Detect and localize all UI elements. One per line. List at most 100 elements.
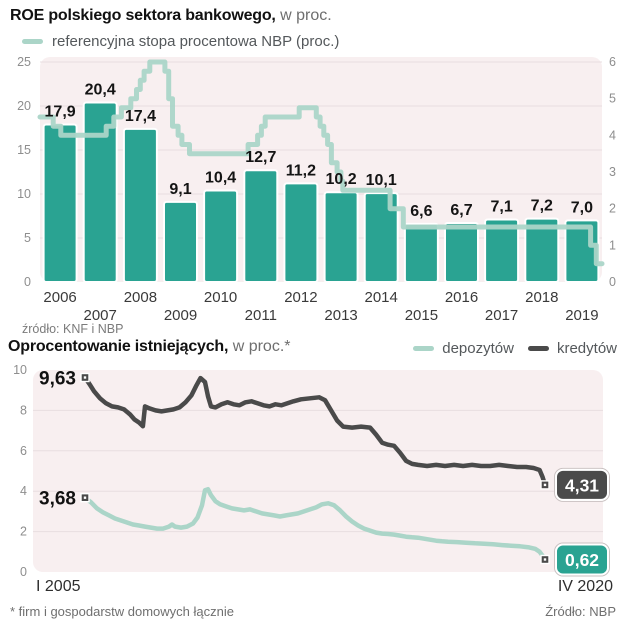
- year-label: 2018: [525, 289, 558, 306]
- year-label: 2019: [565, 307, 598, 322]
- plot-area: [33, 370, 603, 572]
- end-value-badge: [555, 468, 609, 501]
- roe-bar: [484, 218, 520, 283]
- y-axis-tick: 2: [20, 525, 27, 539]
- year-label: 2010: [204, 289, 237, 306]
- end-value-badge-text: 0,62: [565, 550, 599, 570]
- nbp-rate-legend-label: referencyjna stopa procentowa NBP (proc.…: [52, 33, 340, 50]
- roe-bar-value: 11,2: [286, 162, 316, 179]
- roe-bar: [524, 217, 560, 284]
- left-axis-tick: 5: [24, 231, 31, 245]
- roe-bar-value: 12,7: [245, 149, 276, 166]
- deposits-legend-dash-icon: [413, 346, 435, 351]
- roe-bar: [203, 189, 239, 283]
- top-chart-source: źródło: KNF i NBP: [22, 322, 124, 336]
- left-axis-tick: 0: [24, 275, 31, 289]
- roe-bar: [163, 200, 198, 283]
- roe-bar-value: 20,4: [85, 82, 116, 99]
- x-axis-start-label: I 2005: [36, 578, 81, 595]
- right-axis-tick: 0: [609, 275, 616, 289]
- roe-bar-value: 6,6: [410, 203, 432, 220]
- year-label: 2017: [485, 307, 518, 322]
- bottom-chart-title-bold: Oprocentowanie istniejących,: [8, 338, 229, 355]
- left-axis-tick: 25: [17, 55, 31, 69]
- right-axis-tick: 2: [609, 202, 616, 216]
- year-label: 2007: [84, 307, 117, 322]
- roe-bar: [403, 222, 439, 283]
- left-axis-tick: 15: [17, 143, 31, 157]
- y-axis-tick: 8: [20, 403, 27, 417]
- roe-chart-svg: 0 5 10 15 20 25 0 1 2 3 4 5 6 17,9 2006 20,4 2007 17,4 200…: [17, 55, 616, 324]
- top-chart-title-unit: w proc.: [275, 7, 332, 24]
- year-label: 2008: [124, 289, 157, 306]
- right-axis-tick: 5: [609, 92, 616, 106]
- end-value-badge-text: 4,31: [565, 475, 599, 495]
- roe-bar: [243, 169, 279, 283]
- bottom-chart-source: Źródło: NBP: [545, 604, 616, 619]
- roe-bar-value: 6,7: [450, 202, 472, 219]
- roe-bar: [42, 123, 78, 283]
- deposits-legend-label: depozytów: [442, 340, 514, 357]
- roe-bar-value: 10,2: [326, 171, 357, 188]
- point-marker-dot: [83, 376, 87, 379]
- y-axis-tick: 10: [13, 363, 27, 377]
- bottom-chart-legend: depozytów kredytów: [413, 340, 617, 357]
- y-axis-tick: 6: [20, 444, 27, 458]
- y-axis-tick: 4: [20, 484, 27, 498]
- roe-bar: [444, 222, 479, 283]
- kredytów-line: [82, 375, 548, 488]
- left-axis-tick: 20: [17, 99, 31, 113]
- bottom-chart-title-unit: w proc.*: [228, 338, 291, 355]
- nbp-rate-legend-dash-icon: [22, 39, 43, 44]
- roe-bar-value: 10,4: [205, 170, 236, 187]
- top-chart-title: ROE polskiego sektora bankowego, w proc.: [10, 7, 332, 25]
- top-chart-legend: referencyjna stopa procentowa NBP (proc.…: [22, 33, 339, 50]
- right-axis-tick: 1: [609, 238, 616, 252]
- year-label: 2014: [365, 289, 398, 306]
- series-start-value: 3,68: [39, 489, 76, 510]
- roe-bar: [363, 192, 399, 284]
- roe-bar-value: 7,0: [571, 199, 593, 216]
- roe-bar-value: 17,9: [45, 104, 76, 121]
- roe-bar: [82, 101, 118, 283]
- year-label: 2009: [164, 307, 197, 322]
- nbp-rate-line: [37, 59, 605, 267]
- right-axis-tick: 4: [609, 128, 616, 142]
- roe-bar-value: 9,1: [169, 181, 191, 198]
- credits-legend-dash-icon: [527, 346, 549, 351]
- roe-bar: [564, 219, 600, 283]
- end-value-badge-outline: [554, 467, 610, 502]
- y-axis-tick: 0: [20, 565, 27, 579]
- top-chart-title-bold: ROE polskiego sektora bankowego,: [10, 7, 276, 24]
- series-start-value: 9,63: [39, 369, 76, 390]
- roe-bar-value: 7,2: [531, 198, 553, 215]
- roe-bar-value: 10,1: [366, 172, 397, 189]
- point-marker-dot: [83, 496, 87, 499]
- right-axis-tick: 3: [609, 165, 616, 179]
- end-value-badge-outline: [554, 542, 610, 577]
- roe-chart: 0 5 10 15 20 25 0 1 2 3 4 5 6 17,9 2006 20,4 2007 17,4 200…: [0, 50, 628, 327]
- year-label: 2015: [405, 307, 438, 322]
- roe-bar: [283, 182, 319, 283]
- roe-bar-value: 17,4: [125, 108, 156, 125]
- roe-bar: [122, 127, 158, 284]
- x-axis-end-label: IV 2020: [558, 578, 613, 595]
- year-label: 2012: [284, 289, 317, 306]
- rates-chart-svg: 0 2 4 6 8 10 9,63 4,31 3,68 0,62 I 2005 IV 2020: [13, 363, 613, 595]
- left-axis-tick: 10: [17, 187, 31, 201]
- point-marker-dot: [543, 483, 547, 487]
- year-label: 2013: [324, 307, 357, 322]
- point-marker-dot: [543, 558, 547, 561]
- depozytów-line: [82, 486, 548, 562]
- roe-bar-value: 7,1: [490, 199, 512, 216]
- year-label: 2016: [445, 289, 478, 306]
- rates-chart: 0 2 4 6 8 10 9,63 4,31 3,68 0,62 I 2005 IV 2020: [0, 362, 628, 601]
- year-label: 2006: [43, 289, 76, 306]
- roe-bar: [323, 191, 359, 283]
- credits-legend-label: kredytów: [556, 340, 617, 357]
- right-axis-tick: 6: [609, 55, 616, 69]
- year-label: 2011: [245, 307, 277, 322]
- bottom-chart-footnote: * firm i gospodarstw domowych łącznie: [10, 604, 234, 619]
- bottom-chart-title: Oprocentowanie istniejących, w proc.*: [8, 338, 291, 356]
